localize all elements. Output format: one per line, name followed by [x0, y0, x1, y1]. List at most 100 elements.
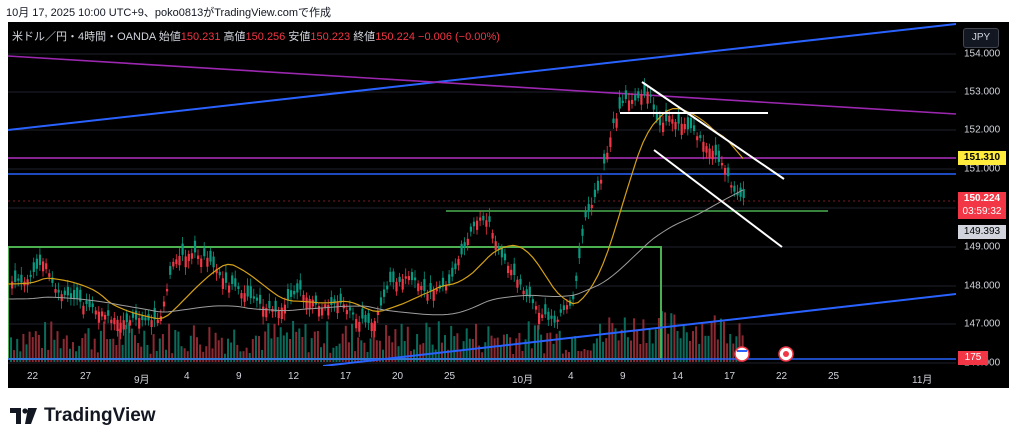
volume-bar [87, 328, 90, 362]
high-value: 150.256 [245, 31, 286, 43]
candle-body [54, 289, 57, 293]
price-tick-label: 153.000 [964, 86, 1001, 98]
volume-bar [645, 343, 648, 362]
candle-body [358, 321, 361, 332]
volume-bar [530, 348, 533, 362]
time-axis[interactable]: 22 27 9月 4 9 12 17 20 25 10月 4 9 14 17 22 25 11月 [8, 366, 956, 388]
candle-body [649, 94, 652, 97]
candle-body [640, 94, 643, 105]
chart-caption: 10月 17, 2025 10:00 UTC+9、poko0813がTradin… [6, 7, 331, 19]
candle-body [423, 279, 426, 291]
candle-body [45, 263, 48, 270]
volume-bar [620, 329, 623, 362]
volume-bar [351, 323, 353, 362]
candle-body [373, 321, 376, 332]
candle-body [538, 312, 541, 325]
candle-body [293, 290, 296, 295]
brand-name: TradingView [44, 405, 156, 426]
volume-bar [577, 350, 580, 362]
volume-bar [25, 344, 28, 362]
volume-bar [540, 334, 543, 362]
volume-bar [667, 333, 670, 362]
candle-body [355, 319, 358, 329]
candle-body [107, 310, 110, 316]
volume-bar [152, 334, 155, 362]
candle-body [224, 272, 228, 283]
candle-body [193, 240, 197, 253]
candle-body [116, 319, 119, 332]
candle-body [609, 137, 612, 147]
volume-bar [484, 342, 487, 362]
volume-bar [394, 329, 397, 362]
candle-body [696, 136, 699, 141]
candle-body [141, 316, 144, 320]
candle-body [528, 286, 531, 298]
volume-bar [636, 330, 639, 362]
candle-body [51, 277, 54, 283]
volume-bar [115, 345, 118, 362]
candle-body [311, 299, 314, 307]
volume-bar [623, 317, 626, 362]
candle-body [249, 286, 252, 299]
volume-bar [34, 331, 37, 362]
currency-button[interactable]: JPY [963, 28, 999, 48]
candle-body [277, 310, 280, 319]
ma-price-badge: 149.393 [958, 225, 1006, 239]
candle-body [66, 286, 69, 296]
channel-lower-line [653, 149, 783, 248]
candle-body [569, 300, 572, 306]
volume-bar [419, 344, 422, 362]
volume-bar [465, 328, 468, 362]
price-axis[interactable]: 154.000153.000152.000151.000150.000149.0… [956, 22, 1009, 369]
symbol-label[interactable]: 米ドル／円・4時間・OANDA [12, 31, 156, 43]
volume-bar [710, 322, 713, 362]
candle-body [218, 271, 221, 276]
candle-body [32, 262, 35, 272]
volume-bar [214, 332, 217, 362]
candle-body [559, 309, 562, 313]
volume-bar [723, 321, 725, 362]
candle-body [683, 124, 686, 130]
candle-body [190, 253, 193, 259]
candle-body [73, 289, 76, 300]
volume-bar [307, 352, 310, 362]
volume-bar [134, 335, 136, 362]
volume-bar [599, 323, 601, 362]
candle-body [125, 313, 128, 323]
candle-body [516, 279, 519, 288]
tradingview-brand[interactable]: TradingView [10, 405, 156, 427]
hline-price-badge: 151.310 [958, 151, 1006, 165]
time-tick-label: 14 [672, 371, 684, 382]
candle-body [138, 318, 141, 329]
candle-body [689, 117, 693, 129]
candle-body [547, 311, 550, 320]
volume-bar [248, 352, 251, 362]
volume-bar [261, 349, 264, 362]
chart-pane[interactable]: 米ドル／円・4時間・OANDA 始値150.231 高値150.256 安値15… [8, 22, 1009, 388]
volume-bar [211, 348, 214, 362]
volume-bar [186, 351, 189, 362]
candle-body [348, 307, 352, 311]
volume-bar [546, 333, 549, 362]
candle-body [206, 257, 209, 267]
candle-body [187, 253, 190, 262]
price-plot[interactable] [8, 22, 956, 366]
candle-body [14, 270, 17, 282]
candle-body [600, 179, 603, 184]
volume-bar [258, 336, 260, 362]
candle-body [420, 286, 423, 290]
volume-bar [304, 323, 307, 362]
volume-bar [202, 351, 205, 362]
candle-body [252, 296, 255, 299]
volume-bar [391, 342, 394, 362]
candle-body [82, 305, 85, 315]
volume-bar [177, 331, 180, 362]
volume-bar [28, 331, 31, 362]
volume-bar [549, 332, 552, 362]
volume-bar [183, 348, 186, 362]
volume-bar [719, 318, 722, 362]
volume-bar [270, 338, 273, 362]
candle-body [290, 290, 293, 297]
volume-bar [729, 333, 732, 362]
candle-body [534, 306, 538, 310]
